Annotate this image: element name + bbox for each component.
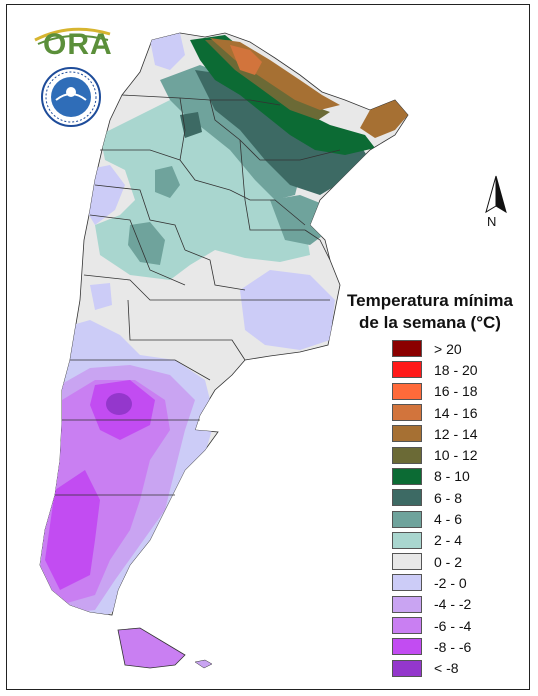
legend-item: 16 - 18	[392, 381, 478, 402]
legend-label: -6 - -4	[434, 617, 472, 634]
legend-swatch	[392, 446, 422, 464]
zone-below-minus8	[106, 393, 132, 415]
legend-item: 0 - 2	[392, 551, 478, 572]
legend-item: -2 - 0	[392, 572, 478, 593]
zone-minus2-0-mid	[90, 283, 112, 310]
legend-item: 18 - 20	[392, 359, 478, 380]
legend-swatch	[392, 595, 422, 613]
zone-4-6-west	[128, 222, 165, 265]
legend-swatch	[392, 340, 422, 358]
legend-label: 8 - 10	[434, 468, 470, 485]
legend-label: > 20	[434, 340, 462, 357]
zone-12-14-misiones	[360, 100, 408, 138]
legend-title: Temperatura mínima de la semana (°C)	[330, 290, 530, 334]
ora-logo-icon	[34, 27, 111, 45]
legend-title-line1: Temperatura mínima	[347, 291, 513, 310]
legend-item: < -8	[392, 657, 478, 678]
legend-label: 16 - 18	[434, 383, 478, 400]
legend: Temperatura mínima de la semana (°C) > 2…	[330, 290, 530, 677]
zone-4-6-northeast	[270, 195, 330, 245]
legend-items: > 20 18 - 20 16 - 18 14 - 16 12 - 14 10 - 12 8…	[392, 338, 478, 679]
legend-item: -6 - -4	[392, 615, 478, 636]
zone-6-8-north	[195, 70, 370, 195]
legend-swatch	[392, 638, 422, 656]
legend-title-line2: de la semana (°C)	[359, 313, 501, 332]
legend-item: 6 - 8	[392, 487, 478, 508]
legend-item: > 20	[392, 338, 478, 359]
legend-label: 6 - 8	[434, 489, 463, 506]
legend-item: 14 - 16	[392, 402, 478, 423]
legend-label: 12 - 14	[434, 425, 478, 442]
legend-item: -4 - -2	[392, 594, 478, 615]
legend-item: 2 - 4	[392, 530, 478, 551]
legend-swatch	[392, 617, 422, 634]
smn-seal-icon	[41, 67, 101, 127]
legend-label: -2 - 0	[434, 574, 467, 591]
legend-swatch	[392, 489, 422, 507]
zone-minus2-0-north	[150, 33, 185, 70]
legend-swatch	[392, 382, 422, 400]
legend-swatch	[392, 510, 422, 528]
legend-swatch	[392, 574, 422, 592]
zone-14-16-north	[230, 45, 262, 75]
north-label: N	[487, 214, 497, 229]
legend-item: 8 - 10	[392, 466, 478, 487]
zone-4-6-jujuy	[155, 166, 180, 198]
legend-label: 2 - 4	[434, 532, 463, 549]
tierra-del-fuego	[117, 627, 186, 669]
legend-swatch	[392, 467, 422, 485]
zone-minus8-minus6-south	[45, 470, 100, 590]
legend-label: 18 - 20	[434, 361, 478, 378]
legend-label: -8 - -6	[434, 638, 472, 655]
legend-label: -4 - -2	[434, 596, 472, 613]
legend-item: 4 - 6	[392, 508, 478, 529]
zone-6-8-salta	[180, 112, 202, 138]
legend-swatch	[392, 531, 422, 549]
ora-logo-text: ORA	[43, 28, 113, 61]
legend-label: 14 - 16	[434, 404, 478, 421]
legend-label: 4 - 6	[434, 511, 463, 528]
islas-malvinas	[194, 659, 213, 669]
legend-swatch	[392, 425, 422, 443]
province-borders	[55, 94, 341, 496]
zone-minus2-0-cordoba	[240, 270, 335, 350]
legend-item: 10 - 12	[392, 444, 478, 465]
legend-item: -8 - -6	[392, 636, 478, 657]
legend-item: 12 - 14	[392, 423, 478, 444]
legend-swatch	[392, 404, 422, 422]
legend-label: 0 - 2	[434, 553, 463, 570]
legend-swatch	[392, 361, 422, 379]
legend-swatch	[392, 659, 422, 677]
legend-label: 10 - 12	[434, 447, 478, 464]
legend-swatch	[392, 553, 422, 571]
north-arrow-icon	[485, 175, 507, 214]
legend-label: < -8	[434, 660, 459, 677]
